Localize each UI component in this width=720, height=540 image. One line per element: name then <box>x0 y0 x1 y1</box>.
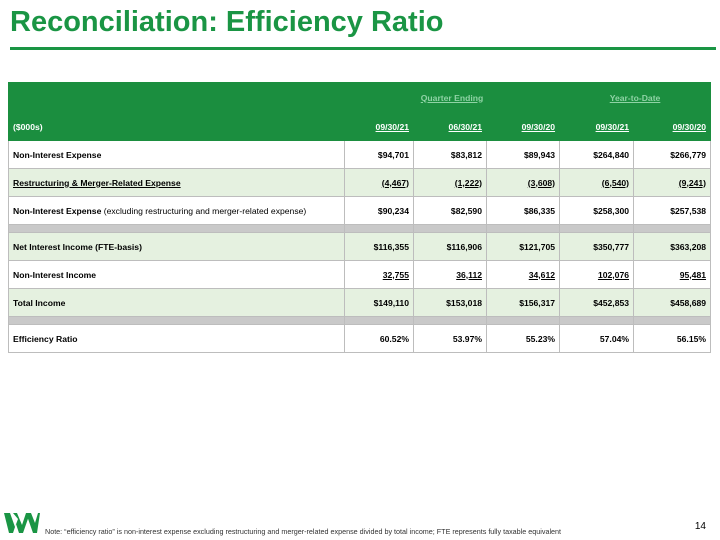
cell-value: 56.15% <box>633 324 712 353</box>
row-label: Efficiency Ratio <box>8 324 345 353</box>
col-header: 09/30/21 <box>559 112 635 141</box>
cell-value: 60.52% <box>344 324 414 353</box>
cell-value: 36,112 <box>413 260 487 289</box>
page-number: 14 <box>694 521 706 532</box>
cell-value: $257,538 <box>633 196 712 225</box>
col-header: 09/30/20 <box>485 112 561 141</box>
group-header-ytd: Year-to-Date <box>559 82 712 113</box>
page-title: Reconciliation: Efficiency Ratio <box>10 6 444 38</box>
table-row: Non-Interest Expense $94,701 $83,812 $89… <box>8 140 712 169</box>
row-label: Non-Interest Expense (excluding restruct… <box>8 196 345 225</box>
cell-value: (6,540) <box>559 168 635 197</box>
table-row: Total Income $149,110 $153,018 $156,317 … <box>8 288 712 317</box>
cell-value: $452,853 <box>559 288 635 317</box>
cell-value: $86,335 <box>485 196 561 225</box>
efficiency-ratio-table: Quarter Ending Year-to-Date ($000s) 09/3… <box>8 82 712 353</box>
cell-value: (9,241) <box>633 168 712 197</box>
cell-value: $116,355 <box>344 232 414 261</box>
cell-value: (1,222) <box>413 168 487 197</box>
cell-value: (4,467) <box>344 168 414 197</box>
cell-value: $149,110 <box>344 288 414 317</box>
cell-value: $266,779 <box>633 140 712 169</box>
cell-value: 53.97% <box>413 324 487 353</box>
cell-value: 32,755 <box>344 260 414 289</box>
cell-value: $156,317 <box>485 288 561 317</box>
cell-value: $350,777 <box>559 232 635 261</box>
cell-value: $258,300 <box>559 196 635 225</box>
cell-value: 57.04% <box>559 324 635 353</box>
cell-value: $116,906 <box>413 232 487 261</box>
cell-value: 55.23% <box>485 324 561 353</box>
table-row: Non-Interest Income 32,755 36,112 34,612… <box>8 260 712 289</box>
cell-value: 95,481 <box>633 260 712 289</box>
unit-label: ($000s) <box>8 112 345 141</box>
cell-value: 34,612 <box>485 260 561 289</box>
cell-value: $264,840 <box>559 140 635 169</box>
footnote: Note: “efficiency ratio” is non-interest… <box>45 527 562 536</box>
cell-value: $89,943 <box>485 140 561 169</box>
header-blank-cell <box>8 82 345 113</box>
col-header: 09/30/20 <box>633 112 712 141</box>
cell-value: $90,234 <box>344 196 414 225</box>
row-label: Total Income <box>8 288 345 317</box>
cell-value: $153,018 <box>413 288 487 317</box>
row-label: Restructuring & Merger-Related Expense <box>8 168 345 197</box>
wesbanco-w-logo-icon <box>4 513 40 533</box>
cell-value: $363,208 <box>633 232 712 261</box>
table-row: Efficiency Ratio 60.52% 53.97% 55.23% 57… <box>8 324 712 353</box>
table-separator <box>8 316 712 325</box>
cell-value: $121,705 <box>485 232 561 261</box>
row-label: Non-Interest Income <box>8 260 345 289</box>
title-divider <box>10 47 716 50</box>
col-header: 09/30/21 <box>344 112 414 141</box>
table-group-header: Quarter Ending Year-to-Date <box>8 82 712 113</box>
cell-value: (3,608) <box>485 168 561 197</box>
cell-value: 102,076 <box>559 260 635 289</box>
table-row: Net Interest Income (FTE-basis) $116,355… <box>8 232 712 261</box>
cell-value: $458,689 <box>633 288 712 317</box>
cell-value: $94,701 <box>344 140 414 169</box>
row-label: Net Interest Income (FTE-basis) <box>8 232 345 261</box>
cell-value: $83,812 <box>413 140 487 169</box>
row-label: Non-Interest Expense <box>8 140 345 169</box>
table-separator <box>8 224 712 233</box>
cell-value: $82,590 <box>413 196 487 225</box>
table-column-header: ($000s) 09/30/21 06/30/21 09/30/20 09/30… <box>8 112 712 141</box>
table-row: Restructuring & Merger-Related Expense (… <box>8 168 712 197</box>
col-header: 06/30/21 <box>413 112 487 141</box>
table-row: Non-Interest Expense (excluding restruct… <box>8 196 712 225</box>
group-header-quarter: Quarter Ending <box>343 82 561 113</box>
